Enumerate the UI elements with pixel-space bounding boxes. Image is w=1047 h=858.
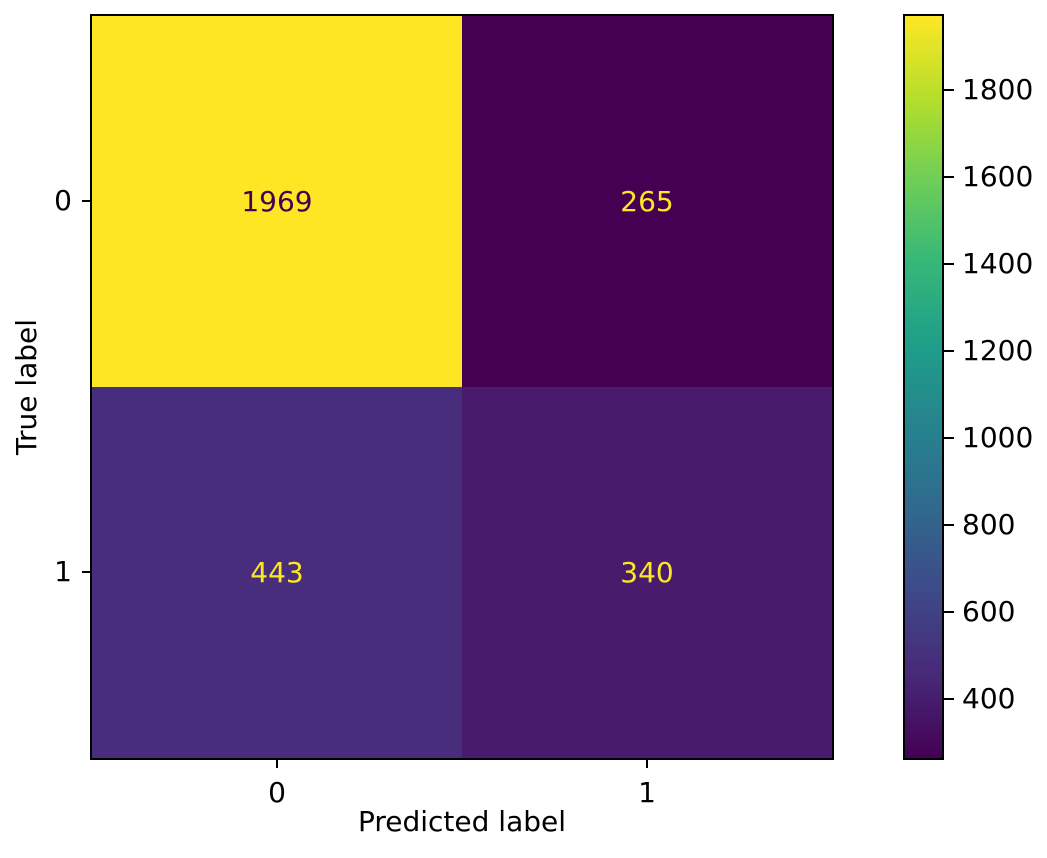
colorbar-tick-mark xyxy=(944,698,954,701)
heatmap-cell-true0-pred1: 265 xyxy=(462,16,832,387)
cell-value: 443 xyxy=(250,556,304,589)
colorbar-tick-label: 600 xyxy=(962,595,1016,629)
colorbar-tick-mark xyxy=(944,611,954,614)
colorbar-gradient xyxy=(905,16,942,758)
x-tick-mark-1 xyxy=(646,758,648,768)
heatmap-cell-true1-pred0: 443 xyxy=(92,387,462,758)
cell-value: 265 xyxy=(620,185,674,218)
x-axis-title: Predicted label xyxy=(357,805,567,838)
colorbar-tick-mark xyxy=(944,88,954,91)
y-tick-label-0: 0 xyxy=(54,184,72,217)
colorbar-tick-mark xyxy=(944,175,954,178)
colorbar-tick-label: 400 xyxy=(962,682,1016,716)
x-tick-label-1: 1 xyxy=(638,776,656,809)
colorbar-tick-mark xyxy=(944,524,954,527)
heatmap-grid: 1969 265 443 340 xyxy=(92,16,832,758)
colorbar-tick-mark xyxy=(944,349,954,352)
y-tick-mark-0 xyxy=(82,200,92,202)
y-axis-title: True label xyxy=(10,318,43,456)
cell-value: 1969 xyxy=(241,185,313,218)
colorbar-tick-label: 1800 xyxy=(962,72,1034,106)
x-tick-mark-0 xyxy=(276,758,278,768)
colorbar-tick-label: 800 xyxy=(962,508,1016,542)
heatmap-cell-true1-pred1: 340 xyxy=(462,387,832,758)
colorbar-tick-label: 1200 xyxy=(962,333,1034,367)
colorbar-tick-label: 1400 xyxy=(962,246,1034,280)
colorbar-tick-label: 1000 xyxy=(962,420,1034,454)
x-tick-label-0: 0 xyxy=(268,776,286,809)
y-tick-mark-1 xyxy=(82,571,92,573)
colorbar xyxy=(903,14,944,760)
heatmap-cell-true0-pred0: 1969 xyxy=(92,16,462,387)
colorbar-tick-label: 1600 xyxy=(962,159,1034,193)
cell-value: 340 xyxy=(620,556,674,589)
colorbar-tick-mark xyxy=(944,436,954,439)
colorbar-tick-mark xyxy=(944,262,954,265)
y-tick-label-1: 1 xyxy=(54,555,72,588)
